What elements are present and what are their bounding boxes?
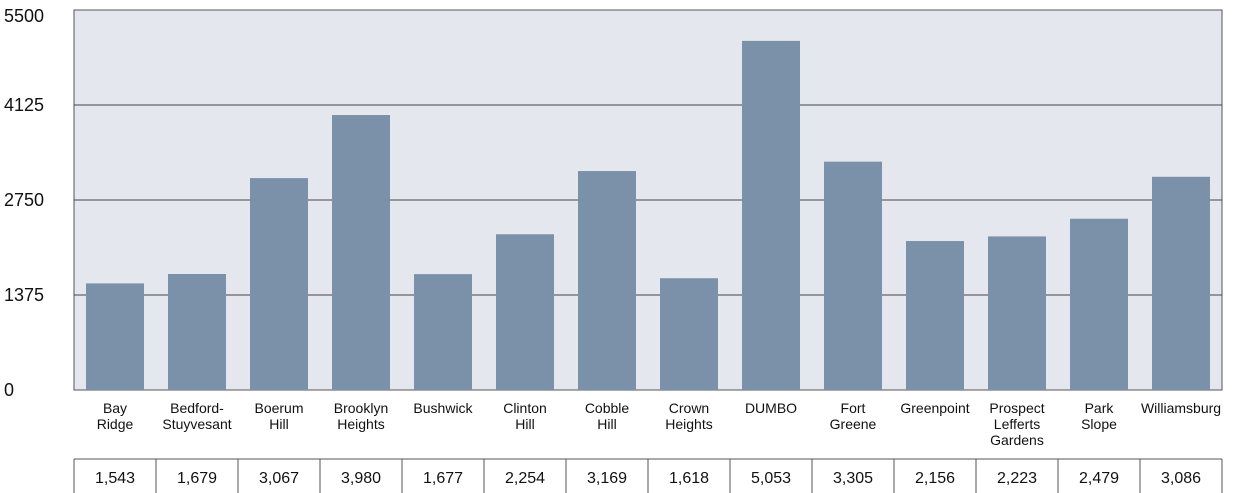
x-tick-label: DUMBO [745, 400, 797, 416]
value-table: 1,543 1,679 3,067 3,980 1,677 2,254 3,169 1,618… [73, 458, 1223, 493]
y-tick-label: 5500 [4, 6, 44, 26]
bar [332, 115, 390, 390]
bar [250, 178, 308, 390]
bar [1152, 176, 1210, 390]
x-tick-label: Cobble Hill [585, 400, 630, 432]
x-tick-label: Bushwick [413, 400, 473, 416]
x-tick-label: Fort Greene [830, 400, 877, 432]
y-tick-label: 4125 [4, 95, 44, 115]
bar [168, 273, 226, 390]
bar [660, 278, 718, 390]
x-tick-label: Brooklyn Heights [334, 400, 388, 432]
data-label: 1,543 [95, 470, 135, 487]
bar [414, 274, 472, 390]
data-label: 5,053 [751, 470, 791, 487]
bars [86, 40, 1210, 390]
y-tick-label: 2750 [4, 190, 44, 210]
data-label: 2,156 [915, 470, 955, 487]
data-label: 1,618 [669, 470, 709, 487]
y-tick-label: 0 [4, 380, 14, 400]
data-label: 3,305 [833, 470, 873, 487]
x-tick-label: Bedford-Stuyvesant [162, 400, 231, 432]
x-tick-label: Boerum Hill [254, 400, 303, 432]
y-axis-ticks: 0 1375 2750 4125 5500 [4, 6, 44, 400]
data-label: 2,479 [1079, 470, 1119, 487]
bar [86, 283, 144, 390]
data-label: 2,223 [997, 470, 1037, 487]
x-tick-label: Prospect Lefferts Gardens [989, 400, 1044, 448]
x-tick-label: Clinton Hill [503, 400, 547, 432]
data-label: 1,679 [177, 470, 217, 487]
x-tick-label: Crown Heights [665, 400, 712, 432]
bar [988, 236, 1046, 390]
bar [742, 40, 800, 390]
x-axis-labels: Bay Ridge Bedford-Stuyvesant Boerum Hill Broo… [97, 400, 1221, 448]
x-tick-label: Bay Ridge [97, 400, 134, 432]
data-label: 2,254 [505, 470, 545, 487]
data-label: 3,169 [587, 470, 627, 487]
x-tick-label: Greenpoint [900, 400, 969, 416]
bar [824, 161, 882, 390]
x-tick-label: Williamsburg [1141, 400, 1221, 416]
bar [1070, 218, 1128, 390]
bar [496, 234, 554, 390]
data-label: 3,980 [341, 470, 381, 487]
x-tick-label: Park Slope [1081, 400, 1117, 432]
data-label: 3,086 [1161, 470, 1201, 487]
data-label: 1,677 [423, 470, 463, 487]
bar [906, 241, 964, 390]
data-label: 3,067 [259, 470, 299, 487]
y-tick-label: 1375 [4, 285, 44, 305]
bar [578, 171, 636, 390]
